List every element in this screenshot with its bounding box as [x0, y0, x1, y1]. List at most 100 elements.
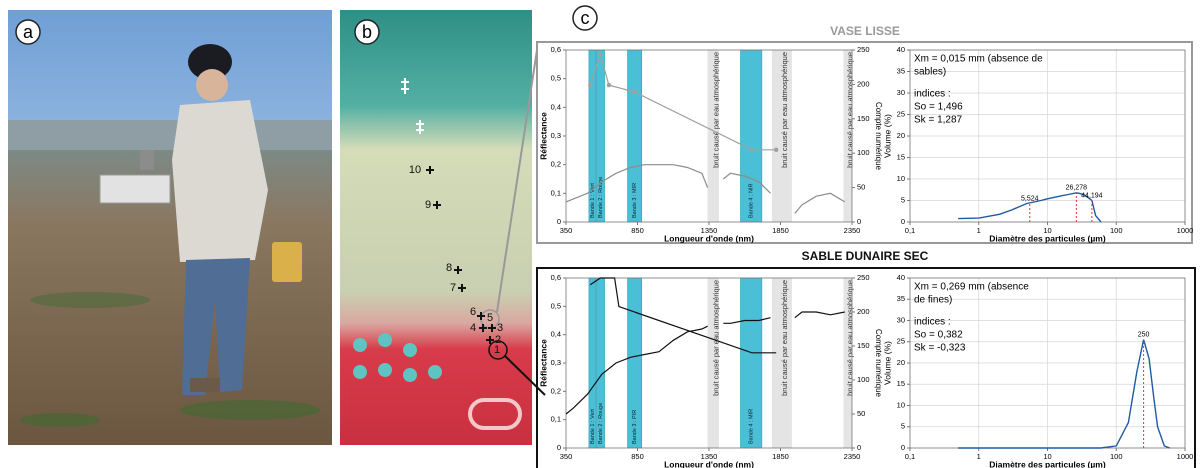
map-point-label: 8: [446, 262, 452, 274]
y-tick-label: 0,2: [551, 386, 561, 395]
map-point-label: 5: [487, 312, 493, 324]
noise-label: bruit causé par eau atmosphérique: [711, 52, 720, 168]
y-tick-label: 0,1: [551, 188, 561, 197]
noise-label: bruit causé par eau atmosphérique: [846, 280, 855, 396]
y2-tick-label: 0: [857, 443, 861, 452]
map-point-label: 7: [450, 282, 456, 294]
band-label: Bande 4 : MIR: [749, 409, 755, 444]
x-tick-label: 1350: [701, 226, 718, 235]
annotation: sables): [914, 67, 946, 78]
y-axis-label: Réflectance: [538, 339, 548, 387]
y2-tick-label: 150: [857, 114, 870, 123]
y2-axis-label: Compte numérique: [874, 329, 883, 398]
band-label: Bande 3 : MIR: [632, 183, 638, 218]
x-tick-label: 100: [1110, 452, 1123, 461]
y-tick-label: 5: [901, 195, 905, 204]
x-axis-label: Diamètre des particules (µm): [989, 459, 1106, 468]
annotation: de fines): [914, 295, 952, 306]
series-line: [958, 339, 1170, 449]
noise-label: bruit causé par eau atmosphérique: [780, 280, 789, 396]
noise-band: [707, 50, 720, 222]
map-point-label: 3: [497, 322, 503, 334]
series-line: [958, 192, 1102, 223]
panel-label-badge: [354, 19, 380, 45]
x-axis-label: Diamètre des particules (µm): [989, 233, 1106, 243]
x-tick-label: 1000: [1177, 226, 1194, 235]
panel-label-badge: [15, 19, 41, 45]
x-tick-label: 350: [560, 226, 573, 235]
series-marker: [749, 147, 755, 152]
noise-label: bruit causé par eau atmosphérique: [780, 52, 789, 168]
map-cross: [477, 312, 485, 320]
band-label: Bande 2 : Rouge: [598, 403, 604, 444]
peak-label: 250: [1138, 331, 1150, 338]
y-tick-label: 0,6: [551, 45, 561, 54]
noise-label: bruit causé par eau atmosphérique: [711, 280, 720, 396]
series-line: [565, 311, 845, 415]
band-label: Bande 2 : Rouge: [598, 177, 604, 218]
annotation: Sk = -0,323: [914, 343, 966, 354]
noise-band: [843, 278, 852, 448]
map-point-label: 9: [425, 199, 431, 211]
y-tick-label: 5: [901, 422, 905, 431]
peak-label: 44,194: [1081, 192, 1103, 199]
map-point-label: 4: [470, 322, 476, 334]
annotation: indices :: [914, 317, 951, 328]
sample-frame: [536, 41, 1193, 244]
y-tick-label: 40: [897, 273, 905, 282]
band-label: Bande 1 : Vert: [590, 183, 596, 218]
map-cross: [488, 324, 496, 332]
y2-tick-label: 50: [857, 409, 865, 418]
y2-tick-label: 50: [857, 183, 865, 192]
annotation: Xm = 0,269 mm (absence: [914, 282, 1029, 293]
x-tick-label: 850: [631, 226, 644, 235]
map-cross: [458, 284, 466, 292]
y2-axis-label: Compte numérique: [874, 102, 883, 171]
series-marker: [632, 89, 637, 95]
y-tick-label: 0,5: [551, 74, 561, 83]
noise-band: [771, 278, 792, 448]
y-tick-label: 25: [897, 109, 905, 118]
band-label: Bande 4 : NIR: [749, 183, 755, 218]
panel-label: a: [23, 22, 34, 42]
y-tick-label: 35: [897, 66, 905, 75]
series-marker: [606, 82, 612, 88]
series-marker: [588, 82, 593, 88]
x-axis-label: Longueur d'onde (nm): [664, 233, 754, 243]
y2-tick-label: 200: [857, 307, 870, 316]
map-point-label: 10: [409, 164, 421, 176]
chart-title: SABLE DUNAIRE SEC: [802, 249, 929, 263]
photo: [8, 10, 332, 445]
map-cross: [454, 266, 462, 274]
panel-label-badge: [572, 5, 598, 31]
y2-tick-label: 100: [857, 375, 870, 384]
x-tick-label: 0,1: [905, 226, 915, 235]
series-line: [589, 52, 777, 151]
y-tick-label: 0: [901, 443, 905, 452]
annotation: So = 0,382: [914, 330, 963, 341]
y2-tick-label: 250: [857, 45, 870, 54]
noise-band: [707, 278, 720, 448]
y-tick-label: 0,4: [551, 102, 561, 111]
noise-band: [843, 50, 852, 222]
y-tick-label: 0,6: [551, 273, 561, 282]
peak-label: 26,278: [1066, 185, 1088, 192]
panel-label: b: [362, 22, 372, 42]
map-point-label: 6: [470, 306, 476, 318]
y-tick-label: 0,2: [551, 160, 561, 169]
y2-tick-label: 200: [857, 79, 870, 88]
map-cross: [486, 336, 494, 344]
x-tick-label: 350: [560, 452, 573, 461]
y-tick-label: 20: [897, 131, 905, 140]
series-line: [565, 164, 846, 214]
y-tick-label: 20: [897, 358, 905, 367]
y2-tick-label: 0: [857, 217, 861, 226]
series-marker: [598, 52, 603, 58]
chart-title: VASE LISSE: [830, 24, 900, 38]
y-tick-label: 0,4: [551, 330, 561, 339]
map-cross: [433, 201, 441, 209]
band-label: Bande 3 : PIR: [632, 410, 638, 444]
series-marker: [774, 147, 779, 152]
